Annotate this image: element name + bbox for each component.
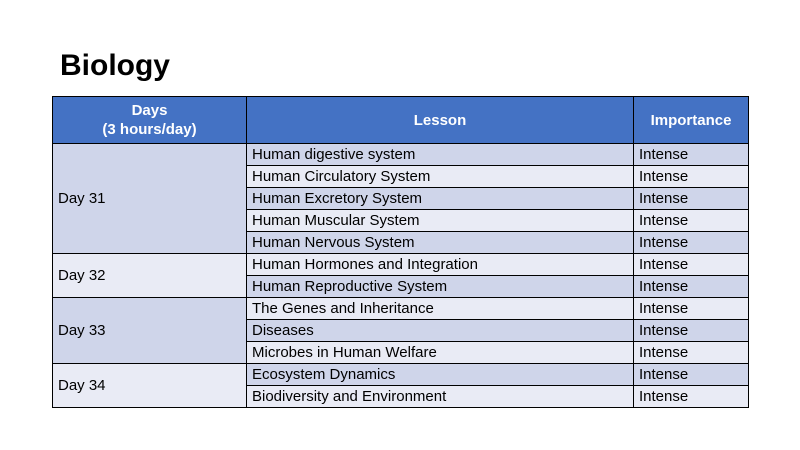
importance-cell: Intense bbox=[633, 209, 749, 232]
table-row: Day 33 The Genes and Inheritance Intense bbox=[52, 297, 749, 364]
importance-cell: Intense bbox=[633, 297, 749, 320]
lesson-cell: Diseases bbox=[246, 319, 634, 342]
column-header-days: Days (3 hours/day) bbox=[52, 96, 247, 144]
lesson-cell: Human Muscular System bbox=[246, 209, 634, 232]
table-row: Human Circulatory System Intense bbox=[53, 165, 749, 188]
table-row: Human Excretory System Intense bbox=[53, 187, 749, 210]
importance-cell: Intense bbox=[633, 341, 749, 364]
importance-cell: Intense bbox=[633, 363, 749, 386]
column-header-days-label: Days bbox=[131, 102, 168, 119]
importance-cell: Intense bbox=[633, 319, 749, 342]
lesson-cell: Ecosystem Dynamics bbox=[246, 363, 634, 386]
table-row: Day 31 Human digestive system Intense bbox=[52, 143, 749, 254]
schedule-table: Days (3 hours/day) Lesson Importance Day… bbox=[52, 96, 749, 408]
importance-cell: Intense bbox=[633, 385, 749, 408]
lesson-cell: Human Hormones and Integration bbox=[246, 253, 634, 276]
lesson-cell: Human Circulatory System bbox=[246, 165, 634, 188]
importance-cell: Intense bbox=[633, 165, 749, 188]
day-cell: Day 33 bbox=[52, 297, 247, 364]
lesson-cell: Biodiversity and Environment bbox=[246, 385, 634, 408]
lesson-cell: Human Reproductive System bbox=[246, 275, 634, 298]
table-header-row: Days (3 hours/day) Lesson Importance bbox=[52, 96, 749, 144]
table-row: Microbes in Human Welfare Intense bbox=[53, 341, 749, 364]
table-row: Biodiversity and Environment Intense bbox=[53, 385, 749, 408]
column-header-days-sublabel: (3 hours/day) bbox=[102, 121, 197, 138]
column-header-lesson: Lesson bbox=[246, 96, 634, 144]
lesson-cell: Microbes in Human Welfare bbox=[246, 341, 634, 364]
lesson-cell: Human digestive system bbox=[246, 143, 634, 166]
table-row: Day 34 Ecosystem Dynamics Intense bbox=[52, 363, 749, 408]
importance-cell: Intense bbox=[633, 253, 749, 276]
table-row: Day 32 Human Hormones and Integration Inte… bbox=[52, 253, 749, 298]
day-cell: Day 32 bbox=[52, 253, 247, 298]
importance-cell: Intense bbox=[633, 231, 749, 254]
table-row: Diseases Intense bbox=[53, 319, 749, 342]
day-cell: Day 31 bbox=[52, 143, 247, 254]
table-row: Human Muscular System Intense bbox=[53, 209, 749, 232]
page-title: Biology bbox=[60, 49, 170, 82]
lesson-cell: The Genes and Inheritance bbox=[246, 297, 634, 320]
table-body: Day 31 Human digestive system Intense Human… bbox=[52, 143, 749, 408]
day-cell: Day 34 bbox=[52, 363, 247, 408]
lesson-cell: Human Nervous System bbox=[246, 231, 634, 254]
column-header-importance: Importance bbox=[633, 96, 749, 144]
importance-cell: Intense bbox=[633, 187, 749, 210]
importance-cell: Intense bbox=[633, 143, 749, 166]
lesson-cell: Human Excretory System bbox=[246, 187, 634, 210]
table-row: Human Reproductive System Intense bbox=[53, 275, 749, 298]
importance-cell: Intense bbox=[633, 275, 749, 298]
